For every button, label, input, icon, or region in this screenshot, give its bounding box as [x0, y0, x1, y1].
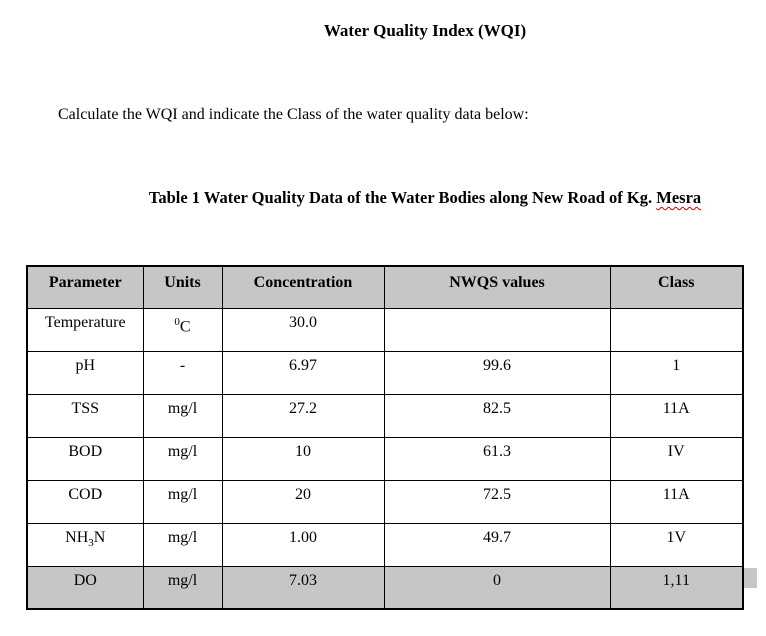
- cell-nwqs[interactable]: 61.3: [383, 436, 611, 481]
- header-concentration[interactable]: Concentration: [221, 265, 385, 309]
- table-row-temperature: Temperature 0C 30.0: [26, 307, 744, 352]
- cell-units[interactable]: mg/l: [142, 436, 223, 481]
- cell-nwqs[interactable]: [383, 307, 611, 352]
- cell-class[interactable]: 11A: [609, 393, 744, 438]
- table-row-do-selected[interactable]: DO mg/l 7.03 0 1,11: [26, 565, 744, 610]
- cell-nwqs[interactable]: 0: [383, 565, 611, 610]
- cell-parameter[interactable]: TSS: [26, 393, 144, 438]
- cell-class[interactable]: IV: [609, 436, 744, 481]
- cell-concentration[interactable]: 1.00: [221, 522, 385, 567]
- table-row-cod: COD mg/l 20 72.5 11A: [26, 479, 744, 524]
- cell-class[interactable]: 1,11: [609, 565, 744, 610]
- cell-nwqs[interactable]: 99.6: [383, 350, 611, 395]
- parameter-text: N: [93, 528, 106, 546]
- cell-class[interactable]: 11A: [609, 479, 744, 524]
- cell-class[interactable]: [609, 307, 744, 352]
- cell-concentration[interactable]: 20: [221, 479, 385, 524]
- table-caption: Table 1 Water Quality Data of the Water …: [0, 187, 766, 208]
- cell-units[interactable]: -: [142, 350, 223, 395]
- cell-units[interactable]: mg/l: [142, 565, 223, 610]
- parameter-text: NH: [65, 528, 89, 546]
- cell-class[interactable]: 1: [609, 350, 744, 395]
- instruction-text: Calculate the WQI and indicate the Class…: [58, 106, 529, 123]
- units-superscript: 0: [174, 315, 180, 328]
- table-row-nh3n: NH3N mg/l 1.00 49.7 1V: [26, 522, 744, 567]
- cell-nwqs[interactable]: 72.5: [383, 479, 611, 524]
- header-units[interactable]: Units: [142, 265, 223, 309]
- row-selection-end-mark: [744, 568, 757, 588]
- cell-parameter[interactable]: DO: [26, 565, 144, 610]
- cell-parameter[interactable]: pH: [26, 350, 144, 395]
- header-class[interactable]: Class: [609, 265, 744, 309]
- cell-concentration[interactable]: 30.0: [221, 307, 385, 352]
- cell-nwqs[interactable]: 49.7: [383, 522, 611, 567]
- table-row-tss: TSS mg/l 27.2 82.5 11A: [26, 393, 744, 438]
- table-caption-text: Table 1 Water Quality Data of the Water …: [148, 188, 657, 207]
- cell-concentration[interactable]: 7.03: [221, 565, 385, 610]
- cell-parameter[interactable]: Temperature: [26, 307, 144, 352]
- cell-concentration[interactable]: 10: [221, 436, 385, 481]
- water-quality-table: Parameter Units Concentration NWQS value…: [26, 265, 744, 610]
- cell-parameter[interactable]: NH3N: [26, 522, 144, 567]
- cell-units[interactable]: mg/l: [142, 522, 223, 567]
- units-text: C: [179, 317, 191, 335]
- table-header-row: Parameter Units Concentration NWQS value…: [26, 265, 744, 309]
- header-nwqs-values[interactable]: NWQS values: [383, 265, 611, 309]
- cell-parameter[interactable]: BOD: [26, 436, 144, 481]
- page-title: Water Quality Index (WQI): [323, 21, 527, 40]
- table-row-ph: pH - 6.97 99.6 1: [26, 350, 744, 395]
- cell-nwqs[interactable]: 82.5: [383, 393, 611, 438]
- cell-parameter[interactable]: COD: [26, 479, 144, 524]
- cell-concentration[interactable]: 27.2: [221, 393, 385, 438]
- cell-units[interactable]: 0C: [142, 307, 223, 352]
- cell-units[interactable]: mg/l: [142, 479, 223, 524]
- parameter-subscript: 3: [88, 536, 94, 549]
- header-parameter[interactable]: Parameter: [26, 265, 144, 309]
- cell-class[interactable]: 1V: [609, 522, 744, 567]
- table-row-bod: BOD mg/l 10 61.3 IV: [26, 436, 744, 481]
- spellcheck-underlined-word: Mesra: [656, 188, 702, 207]
- cell-units[interactable]: mg/l: [142, 393, 223, 438]
- cell-concentration[interactable]: 6.97: [221, 350, 385, 395]
